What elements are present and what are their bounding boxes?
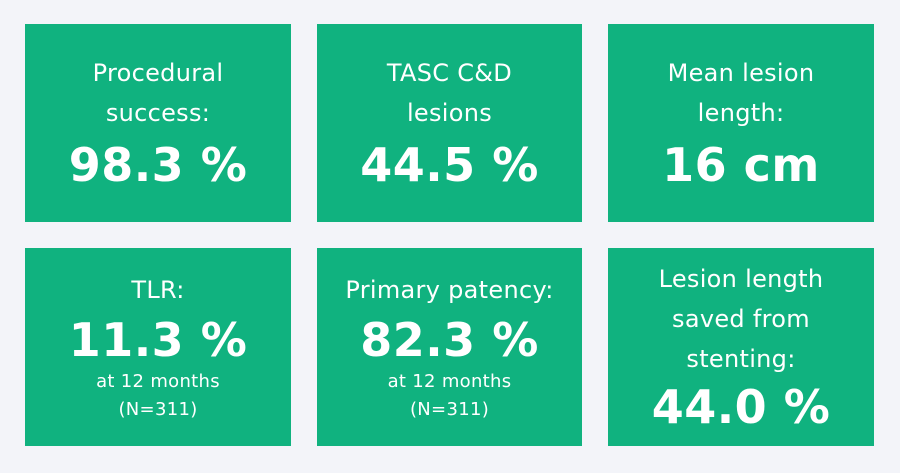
stat-subtext: (N=311)	[409, 399, 490, 420]
stat-value: 44.5 %	[360, 138, 539, 192]
stat-card-primary-patency: Primary patency: 82.3 % at 12 months (N=…	[317, 248, 582, 446]
stat-label: Lesion length	[658, 265, 824, 293]
stat-value: 16 cm	[662, 138, 820, 192]
stat-label: stenting:	[686, 345, 796, 373]
stat-card-mean-lesion-length: Mean lesion length: 16 cm	[608, 24, 874, 222]
stat-label: Procedural	[92, 59, 224, 87]
stat-label: Primary patency:	[345, 276, 554, 304]
stat-card-lesion-length-saved: Lesion length saved from stenting: 44.0 …	[608, 248, 874, 446]
stat-subtext: at 12 months	[387, 371, 512, 392]
stat-value: 44.0 %	[651, 380, 831, 434]
stat-value: 82.3 %	[360, 313, 539, 367]
stat-label: saved from	[672, 305, 810, 333]
stat-card-tlr: TLR: 11.3 % at 12 months (N=311)	[25, 248, 291, 446]
stat-value: 98.3 %	[68, 138, 248, 192]
stat-label: TLR:	[131, 276, 185, 304]
stat-label: success:	[105, 99, 211, 127]
stat-label: lesions	[406, 99, 493, 127]
stat-label: TASC C&D	[386, 59, 513, 87]
stat-label: Mean lesion	[667, 59, 815, 87]
stat-card-tasc-lesions: TASC C&D lesions 44.5 %	[317, 24, 582, 222]
stat-card-procedural-success: Procedural success: 98.3 %	[25, 24, 291, 222]
stat-label: length:	[697, 99, 785, 127]
stat-subtext: (N=311)	[118, 399, 198, 420]
stat-value: 11.3 %	[68, 313, 248, 367]
stat-subtext: at 12 months	[96, 371, 220, 392]
